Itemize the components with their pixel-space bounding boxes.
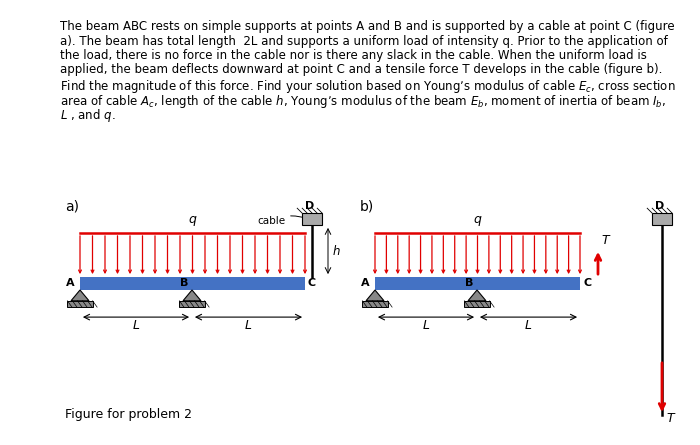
Polygon shape	[468, 290, 486, 301]
Text: a): a)	[65, 200, 79, 214]
Text: D: D	[655, 201, 664, 211]
Text: $T$: $T$	[601, 234, 612, 247]
Text: D: D	[305, 201, 314, 211]
Text: Figure for problem 2: Figure for problem 2	[65, 408, 192, 421]
Text: A: A	[66, 278, 75, 288]
Polygon shape	[71, 290, 89, 301]
Text: $h$: $h$	[332, 244, 341, 258]
Text: $L$: $L$	[422, 319, 430, 332]
Bar	[363, 301, 388, 307]
Text: $q$: $q$	[473, 214, 482, 228]
Bar	[80, 277, 305, 290]
Text: B: B	[180, 278, 188, 288]
Bar	[179, 301, 204, 307]
Text: the load, there is no force in the cable nor is there any slack in the cable. Wh: the load, there is no force in the cable…	[60, 49, 647, 62]
Polygon shape	[183, 290, 201, 301]
Text: $L$: $L$	[524, 319, 533, 332]
Text: B: B	[465, 278, 473, 288]
Bar	[67, 301, 92, 307]
Text: $q$: $q$	[188, 214, 197, 228]
Text: C: C	[308, 278, 316, 288]
Text: area of cable $A_c$, length of the cable $h$, Young’s modulus of the beam $E_b$,: area of cable $A_c$, length of the cable…	[60, 93, 666, 109]
Text: C: C	[583, 278, 591, 288]
Bar	[652, 213, 672, 225]
Text: $L$: $L$	[132, 319, 140, 332]
Text: $L$: $L$	[244, 319, 253, 332]
Polygon shape	[366, 290, 384, 301]
Text: A: A	[361, 278, 370, 288]
Text: $T$: $T$	[666, 412, 676, 425]
Text: cable: cable	[257, 216, 309, 226]
Text: The beam ABC rests on simple supports at points A and B and is supported by a ca: The beam ABC rests on simple supports at…	[60, 20, 675, 33]
Bar	[464, 301, 489, 307]
Text: b): b)	[360, 200, 374, 214]
Text: Find the magnitude of this force. Find your solution based on Young’s modulus of: Find the magnitude of this force. Find y…	[60, 78, 676, 95]
Text: a). The beam has total length  2L and supports a uniform load of intensity q. Pr: a). The beam has total length 2L and sup…	[60, 35, 668, 48]
Bar	[375, 277, 580, 290]
Text: applied, the beam deflects downward at point C and a tensile force T develops in: applied, the beam deflects downward at p…	[60, 64, 662, 77]
Bar	[302, 213, 322, 225]
Text: $L$ , and $q$.: $L$ , and $q$.	[60, 107, 116, 124]
